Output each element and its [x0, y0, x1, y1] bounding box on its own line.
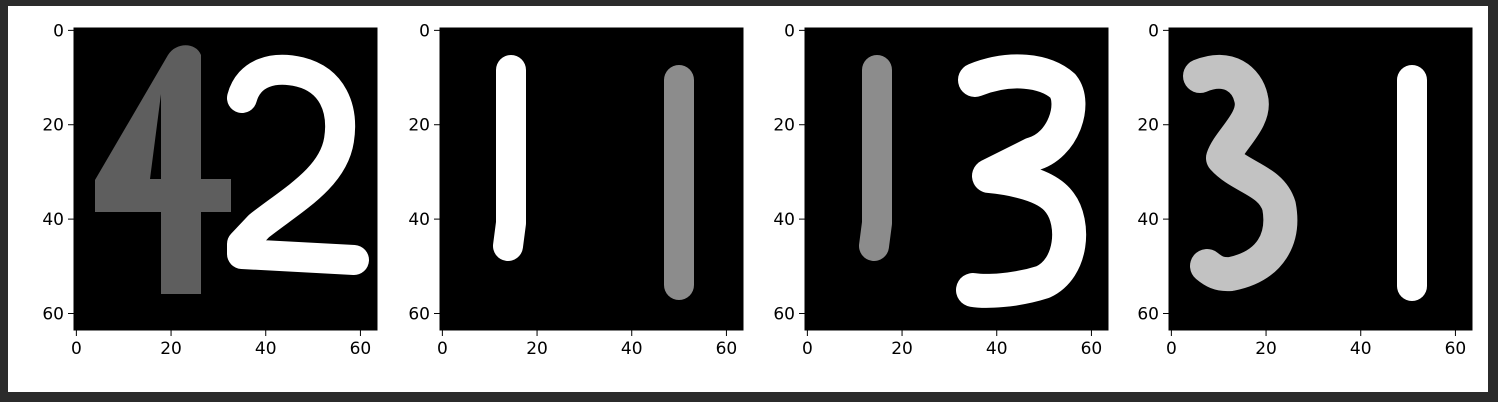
- figure: 0 20 40 60 0 20 40 60 0 20 40 60 0 20 40 60 0 20 40 60 …: [8, 6, 1488, 392]
- y-tick-label: 0: [784, 21, 795, 41]
- axes-frame: [73, 27, 378, 331]
- digit-4-glyph: [95, 45, 231, 294]
- image-panel-3: 0 20 40 60 0 20 40 60: [773, 21, 1109, 359]
- digit-3-glyph: [956, 54, 1087, 308]
- axes-frame: [1168, 27, 1473, 331]
- x-tick-label: 0: [71, 339, 82, 359]
- digit-1-glyph: [493, 55, 526, 261]
- axes-frame: [439, 27, 744, 331]
- image-pixels: [95, 45, 369, 294]
- digit-3-glyph: [1183, 54, 1298, 292]
- y-tick-label: 60: [42, 304, 64, 324]
- digit-2-glyph: [227, 54, 369, 275]
- image-panel-2: 0 20 40 60 0 20 40 60: [408, 21, 744, 359]
- y-axis: 0 20 40 60: [408, 21, 440, 324]
- x-tick-label: 40: [986, 339, 1008, 359]
- image-panel-4: 0 20 40 60 0 20 40 60: [1137, 21, 1473, 359]
- image-background: [440, 28, 743, 330]
- x-tick-label: 20: [526, 339, 548, 359]
- x-tick-label: 60: [716, 339, 738, 359]
- y-axis: 0 20 40 60: [1137, 21, 1169, 324]
- x-tick-label: 20: [1255, 339, 1277, 359]
- image-pixels: [859, 54, 1087, 308]
- image-panel-1: 0 20 40 60 0 20 40 60: [42, 21, 378, 359]
- image-pixels: [493, 55, 694, 300]
- axes-frame: [804, 27, 1109, 331]
- x-tick-label: 0: [437, 339, 448, 359]
- y-tick-label: 20: [42, 116, 64, 136]
- y-tick-label: 40: [408, 210, 430, 230]
- y-tick-label: 60: [1137, 304, 1159, 324]
- y-tick-label: 40: [42, 210, 64, 230]
- x-tick-label: 60: [350, 339, 372, 359]
- image-pixels: [1183, 54, 1427, 301]
- y-tick-label: 40: [1137, 210, 1159, 230]
- x-axis: 0 20 40 60: [437, 330, 737, 359]
- y-tick-label: 0: [419, 21, 430, 41]
- y-tick-label: 60: [773, 304, 795, 324]
- digit-1-glyph: [859, 55, 892, 261]
- x-tick-label: 40: [255, 339, 277, 359]
- y-tick-label: 60: [408, 304, 430, 324]
- x-tick-label: 40: [1350, 339, 1372, 359]
- y-tick-label: 0: [53, 21, 64, 41]
- x-tick-label: 20: [160, 339, 182, 359]
- x-tick-label: 40: [621, 339, 643, 359]
- y-tick-label: 0: [1148, 21, 1159, 41]
- x-tick-label: 0: [1166, 339, 1177, 359]
- x-tick-label: 60: [1081, 339, 1103, 359]
- x-tick-label: 60: [1445, 339, 1467, 359]
- y-tick-label: 20: [1137, 116, 1159, 136]
- x-tick-label: 0: [802, 339, 813, 359]
- figure-canvas: 0 20 40 60 0 20 40 60 0 20 40 60 0 20 40 60 0 20 40 60 …: [42, 21, 1473, 359]
- x-tick-label: 20: [891, 339, 913, 359]
- x-axis: 0 20 40 60: [1166, 330, 1466, 359]
- x-axis: 0 20 40 60: [71, 330, 371, 359]
- y-tick-label: 20: [408, 116, 430, 136]
- y-axis: 0 20 40 60: [42, 21, 74, 324]
- y-tick-label: 40: [773, 210, 795, 230]
- y-tick-label: 20: [773, 116, 795, 136]
- x-axis: 0 20 40 60: [802, 330, 1102, 359]
- y-axis: 0 20 40 60: [773, 21, 805, 324]
